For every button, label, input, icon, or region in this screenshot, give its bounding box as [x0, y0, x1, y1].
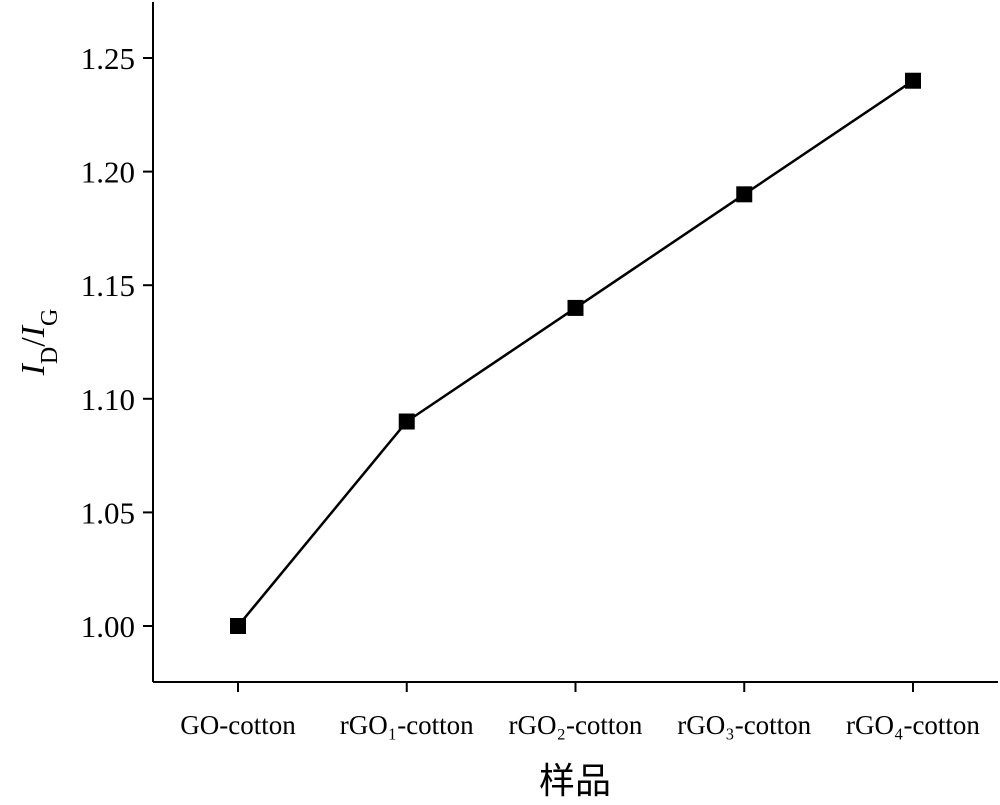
y-tick-label: 1.20 — [81, 155, 135, 190]
x-tick-label: rGO₂-cotton — [509, 710, 643, 740]
y-tick-label: 1.10 — [81, 382, 135, 417]
plot-area — [230, 72, 921, 634]
y-label-sub-d: D — [37, 347, 63, 364]
y-label-sub-g: G — [37, 309, 63, 326]
data-point-marker — [736, 186, 753, 203]
y-axis-label: ID/IG — [15, 309, 63, 377]
series-line — [237, 79, 914, 627]
x-axis-label: 样品 — [539, 761, 611, 802]
y-tick-label: 1.05 — [81, 495, 135, 530]
y-tick-label: 1.25 — [81, 41, 135, 76]
y-tick-label: 1.00 — [81, 609, 135, 644]
x-tick-label: rGO₁-cotton — [340, 710, 474, 740]
y-label-slash: / — [15, 337, 52, 347]
data-point-marker — [230, 618, 246, 634]
y-tick-label: 1.15 — [81, 268, 135, 303]
data-point-marker — [567, 299, 584, 316]
x-ticks: GO-cotton rGO₁-cotton rGO₂-cotton rGO₃-cott… — [180, 682, 980, 740]
data-point-marker — [398, 413, 415, 430]
y-label-i2: I — [15, 324, 52, 338]
y-ticks: 1.00 1.05 1.10 1.15 1.20 1.25 — [81, 41, 153, 644]
x-tick-label: rGO₄-cotton — [846, 710, 980, 740]
x-tick-label: rGO₃-cotton — [677, 710, 811, 740]
axes — [152, 2, 998, 683]
data-point-marker — [905, 72, 921, 89]
y-label-i1: I — [15, 362, 52, 376]
x-tick-label: GO-cotton — [180, 710, 296, 740]
